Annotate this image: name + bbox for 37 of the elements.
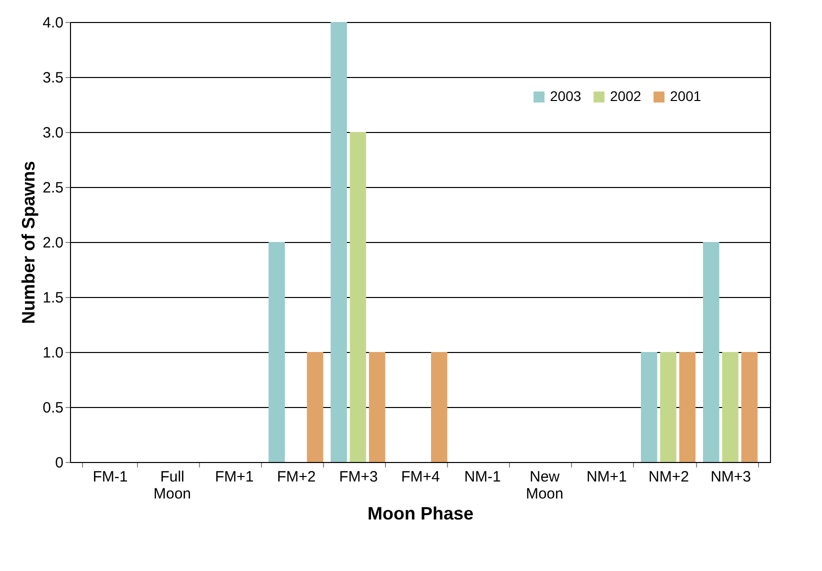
x-tick-label: NM+2 [648, 468, 689, 486]
y-tick-label: 2.0 [42, 234, 64, 252]
y-tick-label: 2.5 [42, 180, 64, 196]
bar [431, 352, 448, 462]
x-tick-label: FM+2 [277, 468, 316, 486]
bar [660, 352, 676, 462]
bar [368, 352, 386, 462]
y-tick-label: 1.5 [42, 290, 64, 306]
legend-label: 2003 [550, 88, 582, 104]
y-tick-label: 0.5 [42, 400, 64, 416]
bar [268, 242, 285, 462]
x-tick-label: FM+4 [401, 468, 440, 486]
bar [741, 352, 758, 462]
x-tick-label: NM-1 [464, 468, 501, 486]
x-tick-label: FM+1 [214, 468, 254, 486]
x-tick-label: NM+1 [586, 468, 627, 486]
y-tick-label: 1.0 [42, 344, 64, 362]
bar [702, 242, 720, 462]
x-tick-label: FM+3 [339, 468, 378, 486]
bar [330, 22, 347, 462]
y-tick-label: 0 [55, 454, 64, 472]
bar [640, 352, 658, 462]
x-tick-label: Full Moon [154, 468, 192, 502]
y-axis-title: Number of Spawns [18, 160, 39, 324]
y-tick-label: 3.0 [42, 124, 64, 142]
y-tick-label: 4.0 [42, 14, 64, 32]
y-tick-label: 3.5 [42, 70, 64, 86]
x-tick-label: New Moon [526, 468, 564, 502]
legend-label: 2002 [610, 88, 642, 104]
x-tick-label: NM+3 [710, 468, 751, 486]
bar [679, 352, 696, 462]
x-tick-label: FM-1 [92, 468, 128, 486]
bar [722, 352, 738, 462]
x-axis-title: Moon Phase [367, 504, 474, 524]
bar [306, 352, 324, 462]
bar [350, 132, 366, 462]
legend-label: 2001 [670, 88, 702, 104]
